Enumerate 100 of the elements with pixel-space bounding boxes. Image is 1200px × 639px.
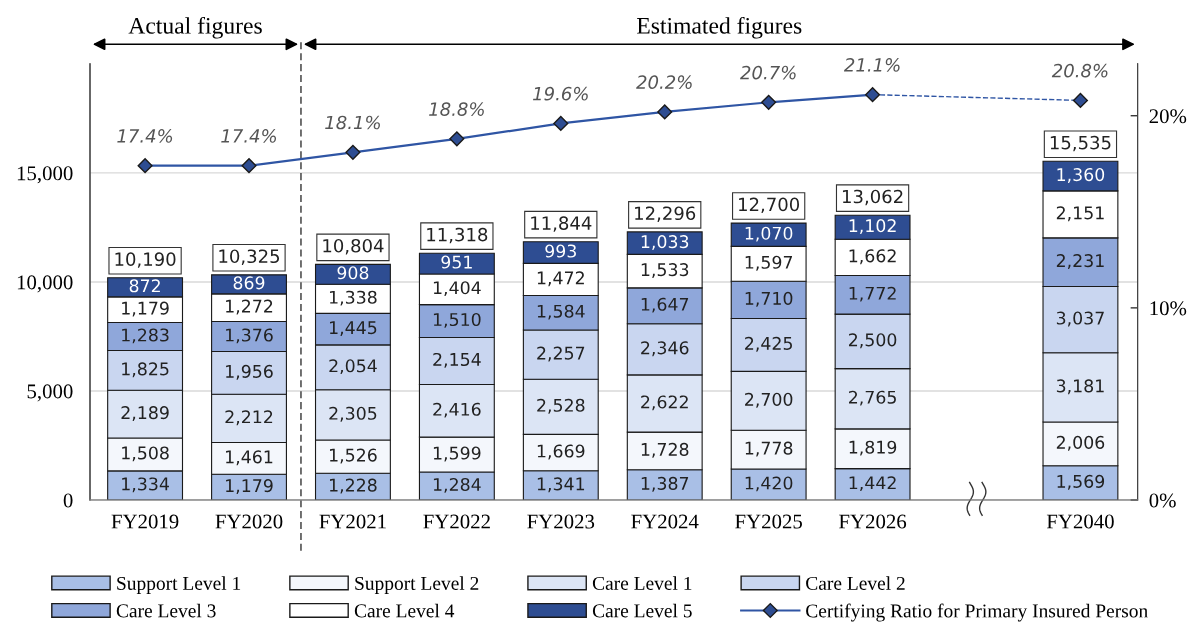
data-label: 20.2% bbox=[636, 75, 692, 89]
total-label: 10,190 bbox=[115, 252, 176, 268]
data-label: 2,006 bbox=[1056, 435, 1105, 451]
data-label: 2,305 bbox=[329, 406, 377, 422]
data-label: 1,360 bbox=[1057, 168, 1105, 183]
data-label: 1,508 bbox=[122, 446, 169, 462]
data-label: 1,778 bbox=[745, 441, 793, 457]
data-label: 1,533 bbox=[641, 263, 689, 278]
legend-label: Certifying Ratio for Primary Insured Person bbox=[806, 603, 1148, 622]
y-tick-label: 15,000 bbox=[17, 166, 73, 184]
data-label: 1,956 bbox=[226, 364, 273, 380]
data-label: 1,404 bbox=[433, 281, 481, 297]
text: Actual figures bbox=[128, 16, 262, 39]
total-label: 11,844 bbox=[531, 216, 592, 232]
data-label: 18.1% bbox=[325, 115, 380, 130]
data-label: 1,647 bbox=[641, 297, 689, 313]
data-label: 1,599 bbox=[433, 446, 481, 462]
data-label: 19.6% bbox=[533, 86, 588, 101]
y-tick-label: 0 bbox=[63, 493, 73, 508]
total-label: 15,535 bbox=[1050, 135, 1111, 152]
data-label: 951 bbox=[441, 255, 472, 269]
data-label: 872 bbox=[129, 279, 160, 293]
data-label: 993 bbox=[545, 244, 576, 258]
data-label: 2,765 bbox=[849, 390, 896, 406]
point bbox=[345, 144, 361, 160]
x-tick-label: FY2022 bbox=[423, 514, 490, 529]
data-label: 21.1% bbox=[843, 58, 900, 72]
x-tick-label: FY2040 bbox=[1046, 514, 1114, 529]
data-label: 1,597 bbox=[745, 255, 793, 271]
point bbox=[761, 94, 777, 110]
data-label: 1,442 bbox=[849, 476, 896, 492]
y2-tick-label: 20% bbox=[1149, 109, 1187, 124]
data-label: 1,526 bbox=[330, 448, 377, 464]
data-label: 1,338 bbox=[330, 290, 377, 306]
y2-tick-label: 10% bbox=[1150, 301, 1187, 316]
x-tick-label: FY2021 bbox=[319, 514, 386, 529]
data-label: 1,341 bbox=[537, 477, 585, 493]
data-label: 1,387 bbox=[641, 476, 689, 492]
data-label: 2,528 bbox=[537, 398, 585, 414]
data-label: 2,346 bbox=[641, 341, 689, 357]
data-label: 2,189 bbox=[121, 406, 169, 421]
point bbox=[657, 104, 673, 120]
data-label: 1,376 bbox=[226, 328, 273, 344]
x-tick-label: FY2019 bbox=[111, 514, 179, 529]
data-label: 1,420 bbox=[745, 476, 793, 492]
data-label: 2,212 bbox=[225, 410, 273, 426]
point bbox=[1072, 92, 1089, 108]
data-label: 17.4% bbox=[117, 129, 173, 143]
data-label: 1,472 bbox=[537, 271, 584, 287]
data-label: 2,416 bbox=[433, 402, 481, 418]
data-label: 1,662 bbox=[849, 249, 896, 265]
y2-tick-label: 0% bbox=[1149, 493, 1176, 508]
text: Estimated figures bbox=[637, 16, 802, 39]
x-tick-label: FY2025 bbox=[735, 514, 802, 529]
data-label: 1,510 bbox=[433, 312, 481, 328]
data-label: 1,272 bbox=[226, 299, 273, 315]
data-label: 2,154 bbox=[433, 352, 481, 368]
data-label: 1,334 bbox=[122, 477, 169, 493]
total-label: 10,325 bbox=[219, 249, 280, 265]
legend-label: Support Level 2 bbox=[355, 576, 479, 594]
data-label: 2,257 bbox=[537, 346, 585, 362]
data-label: 1,728 bbox=[641, 442, 689, 458]
point bbox=[865, 87, 881, 103]
data-label: 2,231 bbox=[1056, 254, 1104, 269]
total-label: 12,700 bbox=[739, 197, 800, 214]
data-label: 2,622 bbox=[641, 395, 688, 411]
data-label: 2,500 bbox=[849, 333, 897, 349]
data-label: 1,584 bbox=[537, 304, 585, 320]
data-label: 1,102 bbox=[849, 219, 896, 235]
x-tick-label: FY2023 bbox=[527, 514, 595, 529]
data-label: 2,151 bbox=[1056, 206, 1104, 222]
data-label: 3,181 bbox=[1056, 379, 1104, 395]
data-label: 1,825 bbox=[122, 362, 169, 378]
data-label: 1,461 bbox=[226, 450, 273, 466]
x-tick-label: FY2024 bbox=[631, 514, 699, 529]
total-label: 13,062 bbox=[842, 189, 903, 206]
total-label: 11,318 bbox=[427, 227, 488, 244]
x-tick-label: FY2020 bbox=[215, 514, 283, 529]
legend-label: Care Level 2 bbox=[806, 576, 905, 590]
data-label: 17.4% bbox=[221, 129, 277, 143]
data-label: 908 bbox=[337, 266, 369, 280]
data-label: 2,054 bbox=[329, 359, 377, 375]
legend-label: Care Level 4 bbox=[354, 603, 455, 618]
data-label: 1,772 bbox=[849, 286, 896, 302]
data-label: 1,284 bbox=[433, 477, 481, 493]
point bbox=[241, 158, 257, 174]
data-label: 1,445 bbox=[330, 321, 377, 336]
data-label: 869 bbox=[233, 276, 265, 290]
data-label: 1,070 bbox=[745, 226, 793, 242]
data-label: 2,700 bbox=[745, 392, 793, 408]
data-label: 20.8% bbox=[1051, 63, 1108, 78]
data-label: 1,228 bbox=[330, 478, 377, 494]
total-label: 12,296 bbox=[635, 206, 696, 222]
data-label: 20.7% bbox=[740, 65, 796, 80]
data-label: 1,669 bbox=[537, 444, 585, 460]
y-tick-label: 10,000 bbox=[17, 275, 73, 293]
legend-label: Care Level 5 bbox=[592, 603, 692, 618]
legend-label: Care Level 3 bbox=[116, 603, 216, 618]
point bbox=[449, 131, 465, 147]
x-tick-label: FY2026 bbox=[839, 514, 907, 529]
